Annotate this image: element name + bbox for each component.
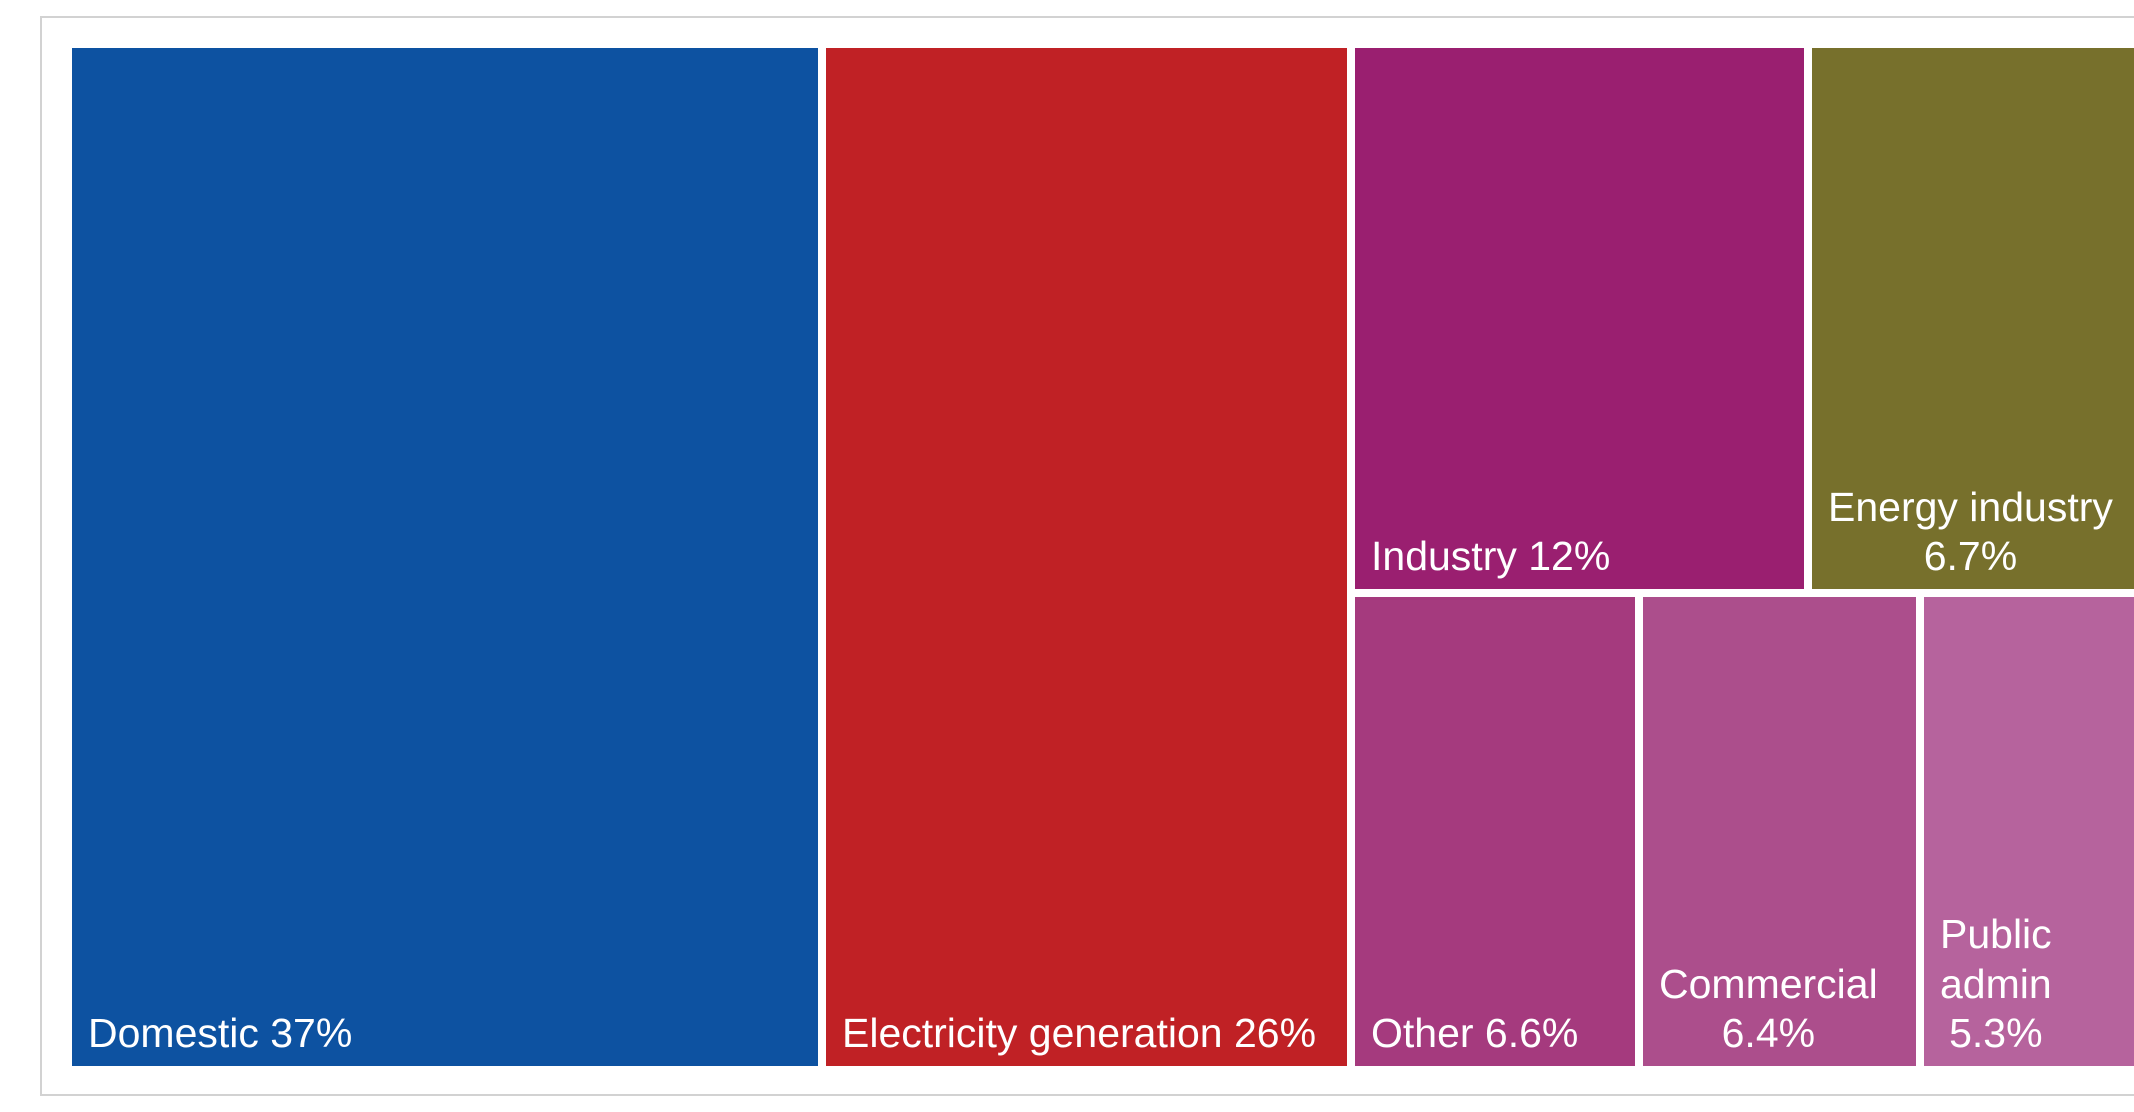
tile-label-energy-industry: Energy industry 6.7% xyxy=(1828,483,2113,579)
tile-label-other: Other 6.6% xyxy=(1371,1009,1579,1056)
tile-label-electricity-generation: Electricity generation 26% xyxy=(842,1009,1317,1056)
treemap-tile-domestic[interactable]: Domestic 37% xyxy=(72,48,818,1066)
tile-label-industry: Industry 12% xyxy=(1371,532,1611,579)
treemap-tile-industry[interactable]: Industry 12% xyxy=(1355,48,1804,589)
tile-label-domestic: Domestic 37% xyxy=(88,1009,353,1056)
treemap-tile-energy-industry[interactable]: Energy industry 6.7% xyxy=(1812,48,2134,589)
treemap-tile-other[interactable]: Other 6.6% xyxy=(1355,597,1635,1066)
treemap-tile-electricity-generation[interactable]: Electricity generation 26% xyxy=(826,48,1347,1066)
tile-label-public-admin: Public admin 5.3% xyxy=(1940,911,2052,1056)
chart-frame: Domestic 37% Electricity generation 26% … xyxy=(40,16,2134,1096)
tile-label-commercial: Commercial 6.4% xyxy=(1659,960,1878,1056)
treemap-tile-commercial[interactable]: Commercial 6.4% xyxy=(1643,597,1916,1066)
treemap-tile-public-admin[interactable]: Public admin 5.3% xyxy=(1924,597,2134,1066)
treemap-chart: Domestic 37% Electricity generation 26% … xyxy=(42,18,2134,1094)
